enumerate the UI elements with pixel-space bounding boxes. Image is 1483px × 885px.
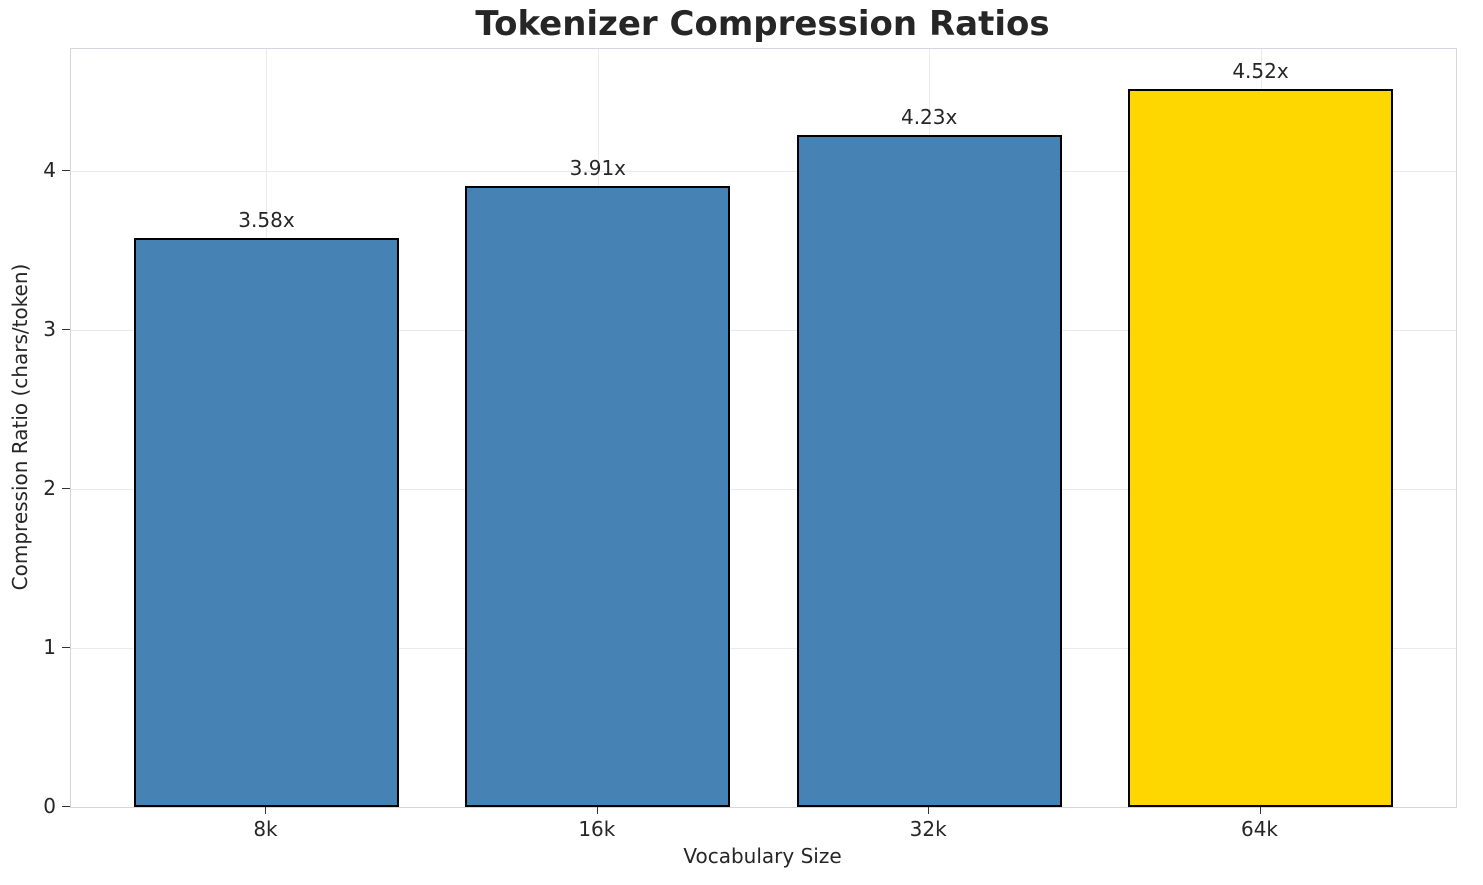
x-tick-mark <box>928 807 930 814</box>
bar-8k <box>133 238 400 807</box>
y-tick-label: 2 <box>43 476 56 501</box>
y-tick-mark <box>62 170 70 172</box>
bar-16k <box>465 185 731 807</box>
x-tick-mark <box>265 807 267 814</box>
bar-value-label: 3.91x <box>569 155 627 180</box>
x-tick-label: 8k <box>253 817 278 841</box>
bar-value-label: 4.23x <box>900 104 958 129</box>
x-tick-mark <box>596 807 598 814</box>
y-tick-mark <box>62 647 70 649</box>
chart-title: Tokenizer Compression Ratios <box>475 4 1050 44</box>
x-axis-label: Vocabulary Size <box>683 844 842 868</box>
y-tick-mark <box>62 329 70 331</box>
x-tick-label: 16k <box>578 817 616 841</box>
y-tick-label: 3 <box>43 317 56 342</box>
bars-layer: 3.58x 3.91x 4.23x 4.52x <box>71 49 1456 807</box>
y-tick-mark <box>62 488 70 490</box>
x-tick-mark <box>1259 807 1261 814</box>
bar-32k <box>796 134 1062 807</box>
x-tick-label: 32k <box>909 817 947 841</box>
plot-area: 3.58x 3.91x 4.23x 4.52x <box>70 48 1457 808</box>
x-tick-label: 64k <box>1240 817 1279 841</box>
h-gridline <box>71 330 1456 332</box>
h-gridline <box>71 489 1456 491</box>
y-tick-mark <box>62 806 70 807</box>
y-tick-label: 0 <box>43 794 56 818</box>
h-gridline <box>71 171 1456 173</box>
y-tick-label: 1 <box>43 635 56 660</box>
y-tick-label: 4 <box>43 158 56 183</box>
bar-value-label: 4.52x <box>1232 58 1289 83</box>
bar-value-label: 3.58x <box>238 208 295 233</box>
h-gridline <box>71 648 1456 650</box>
bar-64k <box>1127 88 1394 807</box>
